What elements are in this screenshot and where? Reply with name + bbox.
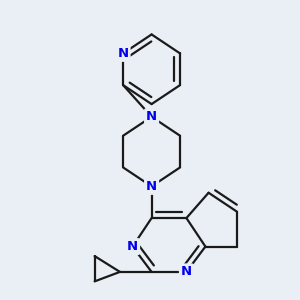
- Text: N: N: [181, 266, 192, 278]
- Text: N: N: [146, 110, 157, 123]
- Text: N: N: [118, 47, 129, 60]
- Text: N: N: [146, 180, 157, 193]
- Text: N: N: [127, 240, 138, 253]
